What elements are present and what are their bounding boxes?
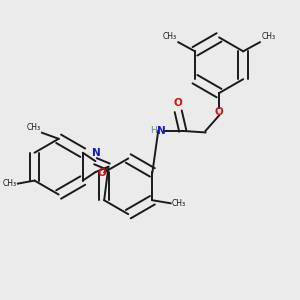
Text: CH₃: CH₃ [261, 32, 275, 41]
Text: N: N [92, 148, 100, 158]
Text: CH₃: CH₃ [26, 123, 40, 132]
Text: CH₃: CH₃ [163, 32, 177, 41]
Text: O: O [173, 98, 182, 108]
Text: CH₃: CH₃ [2, 179, 16, 188]
Text: N: N [157, 126, 166, 136]
Text: H: H [150, 126, 157, 135]
Text: O: O [97, 168, 106, 178]
Text: CH₃: CH₃ [172, 199, 186, 208]
Text: O: O [215, 106, 224, 117]
